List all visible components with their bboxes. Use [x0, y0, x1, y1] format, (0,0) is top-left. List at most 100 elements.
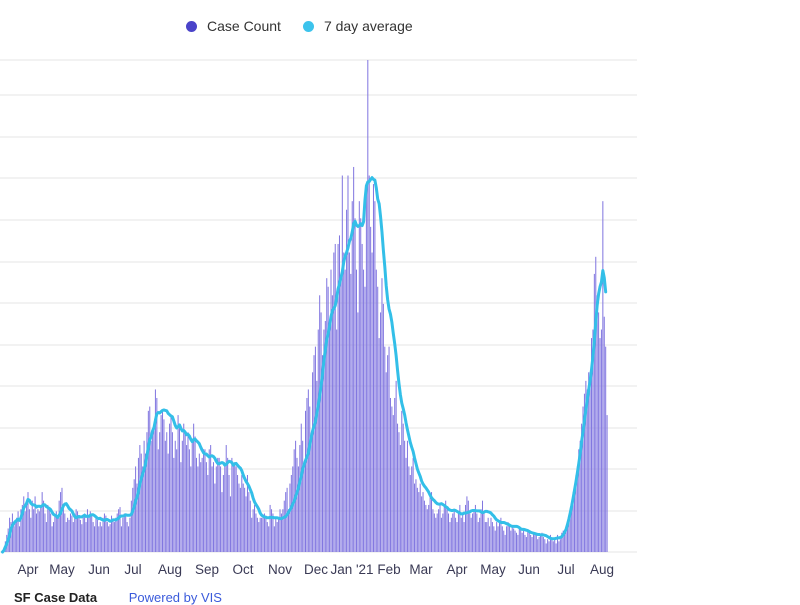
case-count-bar[interactable]: [381, 278, 383, 552]
case-count-bar[interactable]: [50, 513, 52, 553]
case-count-bar[interactable]: [344, 269, 346, 552]
case-count-bar[interactable]: [371, 252, 373, 552]
case-count-bar[interactable]: [81, 524, 83, 552]
case-count-bar[interactable]: [231, 457, 233, 552]
case-count-bar[interactable]: [340, 278, 342, 552]
case-count-bar[interactable]: [374, 201, 376, 552]
case-count-bar[interactable]: [372, 184, 374, 552]
case-count-bar[interactable]: [557, 534, 559, 552]
case-count-bar[interactable]: [181, 440, 183, 552]
case-count-bar[interactable]: [99, 522, 101, 552]
case-count-bar[interactable]: [169, 423, 171, 552]
case-count-bar[interactable]: [254, 504, 256, 552]
case-count-bar[interactable]: [606, 415, 608, 552]
case-count-bar[interactable]: [319, 295, 321, 552]
case-count-bar[interactable]: [40, 504, 42, 552]
case-count-bar[interactable]: [334, 243, 336, 552]
case-count-bar[interactable]: [347, 175, 349, 552]
case-count-bar[interactable]: [123, 513, 125, 553]
case-count-bar[interactable]: [245, 496, 247, 552]
case-count-bar[interactable]: [193, 423, 195, 552]
case-count-bar[interactable]: [535, 532, 537, 552]
case-count-bar[interactable]: [86, 509, 88, 552]
case-count-bar[interactable]: [457, 513, 459, 553]
case-count-bar[interactable]: [120, 526, 122, 552]
case-count-bar[interactable]: [494, 530, 496, 552]
case-count-bar[interactable]: [276, 522, 278, 552]
case-count-bar[interactable]: [316, 380, 318, 552]
case-count-bar[interactable]: [491, 522, 493, 552]
case-count-bar[interactable]: [79, 519, 81, 552]
case-count-bar[interactable]: [561, 532, 563, 552]
case-count-bar[interactable]: [285, 492, 287, 552]
case-count-bar[interactable]: [167, 453, 169, 552]
case-count-bar[interactable]: [452, 513, 454, 553]
case-count-bar[interactable]: [341, 175, 343, 552]
case-count-bar[interactable]: [51, 526, 53, 552]
case-count-bar[interactable]: [239, 487, 241, 552]
case-count-bar[interactable]: [348, 252, 350, 552]
case-count-bar[interactable]: [521, 532, 523, 552]
case-count-bar[interactable]: [241, 474, 243, 552]
case-count-bar[interactable]: [28, 509, 30, 552]
case-count-bar[interactable]: [195, 457, 197, 552]
case-count-bar[interactable]: [361, 243, 363, 552]
case-count-bar[interactable]: [31, 500, 33, 552]
case-count-bar[interactable]: [30, 517, 32, 552]
case-count-bar[interactable]: [367, 60, 369, 552]
case-count-bar[interactable]: [523, 530, 525, 552]
case-count-bar[interactable]: [453, 509, 455, 552]
case-count-bar[interactable]: [448, 513, 450, 553]
case-count-bar[interactable]: [212, 462, 214, 552]
case-count-bar[interactable]: [115, 517, 117, 552]
case-count-bar[interactable]: [479, 517, 481, 552]
case-count-bar[interactable]: [595, 256, 597, 552]
case-count-bar[interactable]: [200, 462, 202, 552]
case-count-bar[interactable]: [112, 519, 114, 552]
case-count-bar[interactable]: [354, 218, 356, 553]
case-count-bar[interactable]: [528, 532, 530, 552]
case-count-bar[interactable]: [545, 543, 547, 552]
case-count-bar[interactable]: [544, 539, 546, 552]
case-count-bar[interactable]: [575, 474, 577, 552]
case-count-bar[interactable]: [228, 474, 230, 552]
case-count-bar[interactable]: [476, 513, 478, 553]
case-count-bar[interactable]: [548, 541, 550, 552]
case-count-bar[interactable]: [242, 483, 244, 552]
case-count-bar[interactable]: [313, 355, 315, 552]
case-count-bar[interactable]: [531, 537, 533, 552]
case-count-bar[interactable]: [564, 534, 566, 552]
case-count-bar[interactable]: [493, 526, 495, 552]
case-count-bar[interactable]: [305, 410, 307, 552]
case-count-bar[interactable]: [324, 320, 326, 552]
case-count-bar[interactable]: [58, 500, 60, 552]
case-count-bar[interactable]: [449, 522, 451, 552]
case-count-bar[interactable]: [126, 522, 128, 552]
case-count-bar[interactable]: [549, 534, 551, 552]
case-count-bar[interactable]: [262, 515, 264, 552]
case-count-bar[interactable]: [506, 526, 508, 552]
case-count-bar[interactable]: [14, 519, 16, 552]
case-count-bar[interactable]: [510, 530, 512, 552]
case-count-bar[interactable]: [88, 517, 90, 552]
case-count-bar[interactable]: [74, 513, 76, 553]
case-count-bar[interactable]: [150, 440, 152, 552]
case-count-bar[interactable]: [416, 487, 418, 552]
case-count-bar[interactable]: [35, 513, 37, 553]
case-count-bar[interactable]: [480, 509, 482, 552]
case-count-bar[interactable]: [21, 504, 23, 552]
case-count-bar[interactable]: [147, 410, 149, 552]
case-count-bar[interactable]: [450, 517, 452, 552]
case-count-bar[interactable]: [43, 500, 45, 552]
case-count-bar[interactable]: [554, 539, 556, 552]
case-count-bar[interactable]: [282, 509, 284, 552]
case-count-bar[interactable]: [16, 517, 18, 552]
case-count-bar[interactable]: [558, 541, 560, 552]
case-count-bar[interactable]: [222, 474, 224, 552]
case-count-bar[interactable]: [211, 466, 213, 552]
case-count-bar[interactable]: [540, 534, 542, 552]
case-count-bar[interactable]: [143, 440, 145, 552]
case-count-bar[interactable]: [360, 218, 362, 553]
case-count-bar[interactable]: [585, 380, 587, 552]
case-count-bar[interactable]: [137, 457, 139, 552]
